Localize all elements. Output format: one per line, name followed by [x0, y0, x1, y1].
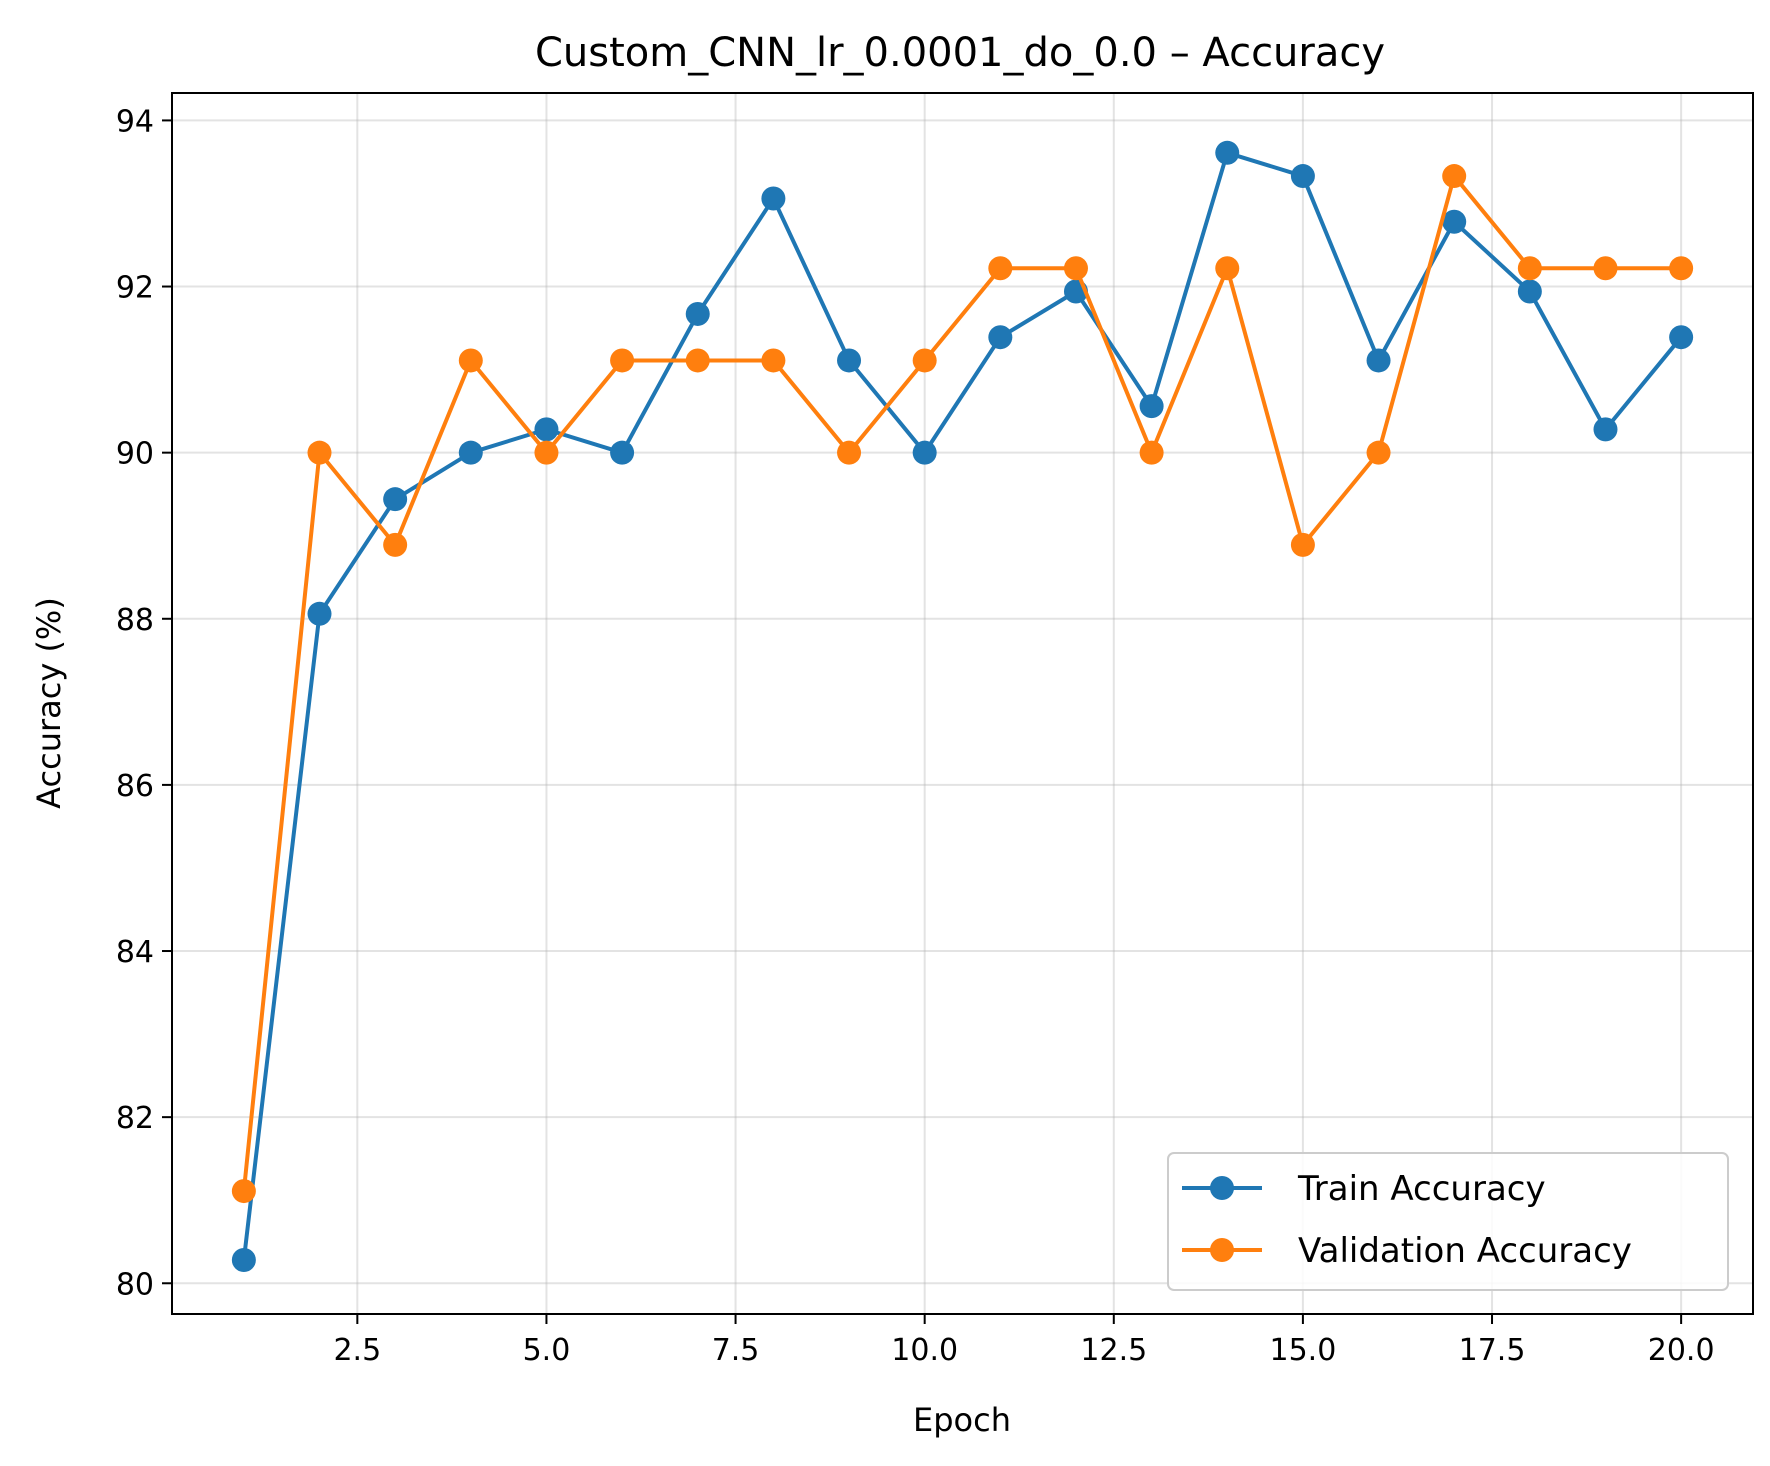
data-point	[1215, 140, 1240, 165]
data-point	[231, 1179, 256, 1204]
data-point	[1063, 256, 1088, 281]
y-tick-label: 94	[116, 104, 154, 139]
y-tick-label: 82	[116, 1101, 154, 1136]
data-point	[383, 487, 408, 512]
y-tick-label: 88	[116, 603, 154, 638]
data-point	[761, 348, 786, 373]
data-point	[1669, 256, 1694, 281]
data-point	[610, 348, 635, 373]
series-line	[241, 174, 1682, 1192]
data-point	[685, 301, 710, 326]
data-point	[534, 440, 559, 465]
x-tick-label: 12.5	[1080, 1333, 1147, 1368]
data-point	[1593, 417, 1618, 442]
data-point	[458, 440, 483, 465]
data-point	[231, 1248, 256, 1273]
data-point	[1442, 164, 1467, 189]
data-point	[307, 601, 332, 626]
x-tick-label: 2.5	[333, 1333, 381, 1368]
data-point	[685, 348, 710, 373]
y-tick-label: 80	[116, 1267, 154, 1302]
legend-marker	[1210, 1176, 1234, 1200]
plot-frame	[171, 92, 1754, 1315]
data-point	[1517, 279, 1542, 304]
series	[231, 140, 1694, 1273]
data-point	[307, 440, 332, 465]
x-tick-label: 15.0	[1270, 1333, 1337, 1368]
y-axis-label: Accuracy (%)	[30, 597, 68, 809]
data-point	[1366, 348, 1391, 373]
grid	[172, 93, 1753, 1314]
data-point	[837, 440, 862, 465]
data-point	[1593, 256, 1618, 281]
x-axis-label: Epoch	[913, 1401, 1011, 1439]
data-point	[1669, 325, 1694, 350]
data-point	[912, 440, 937, 465]
legend-marker	[1210, 1238, 1234, 1262]
data-point	[534, 417, 559, 442]
legend-label: Validation Accuracy	[1298, 1231, 1632, 1271]
series-line	[241, 150, 1683, 1261]
series-validation	[231, 164, 1694, 1204]
data-point	[1215, 256, 1240, 281]
data-point	[837, 348, 862, 373]
y-tick-label: 92	[116, 271, 154, 306]
data-point	[383, 532, 408, 557]
x-tick-label: 7.5	[712, 1333, 760, 1368]
data-point	[1366, 440, 1391, 465]
legend-box	[1167, 1152, 1729, 1291]
x-tick-label: 10.0	[891, 1333, 958, 1368]
y-tick-label: 86	[116, 769, 154, 804]
legend: Train Accuracy Validation Accuracy	[1167, 1152, 1729, 1291]
data-point	[988, 256, 1013, 281]
x-tick-label: 17.5	[1459, 1333, 1526, 1368]
legend-label: Train Accuracy	[1297, 1169, 1546, 1209]
y-tick-label: 90	[116, 437, 154, 472]
data-point	[761, 186, 786, 211]
data-point	[988, 325, 1013, 350]
axis-ticks: 2.5 5.0 7.5 10.0 12.5 15.0 17.5 20.0 80 82 84 86 88 9…	[116, 104, 1715, 1368]
x-tick-label: 20.0	[1648, 1333, 1715, 1368]
data-point	[1139, 394, 1164, 419]
data-point	[1290, 532, 1315, 557]
y-tick-label: 84	[116, 935, 154, 970]
data-point	[1517, 256, 1542, 281]
data-point	[1442, 209, 1467, 234]
data-point	[912, 348, 937, 373]
data-point	[1139, 440, 1164, 465]
data-point	[610, 440, 635, 465]
data-point	[1290, 164, 1315, 189]
x-tick-label: 5.0	[523, 1333, 571, 1368]
data-point	[458, 348, 483, 373]
chart-title: Custom_CNN_lr_0.0001_do_0.0 – Accuracy	[535, 30, 1385, 76]
